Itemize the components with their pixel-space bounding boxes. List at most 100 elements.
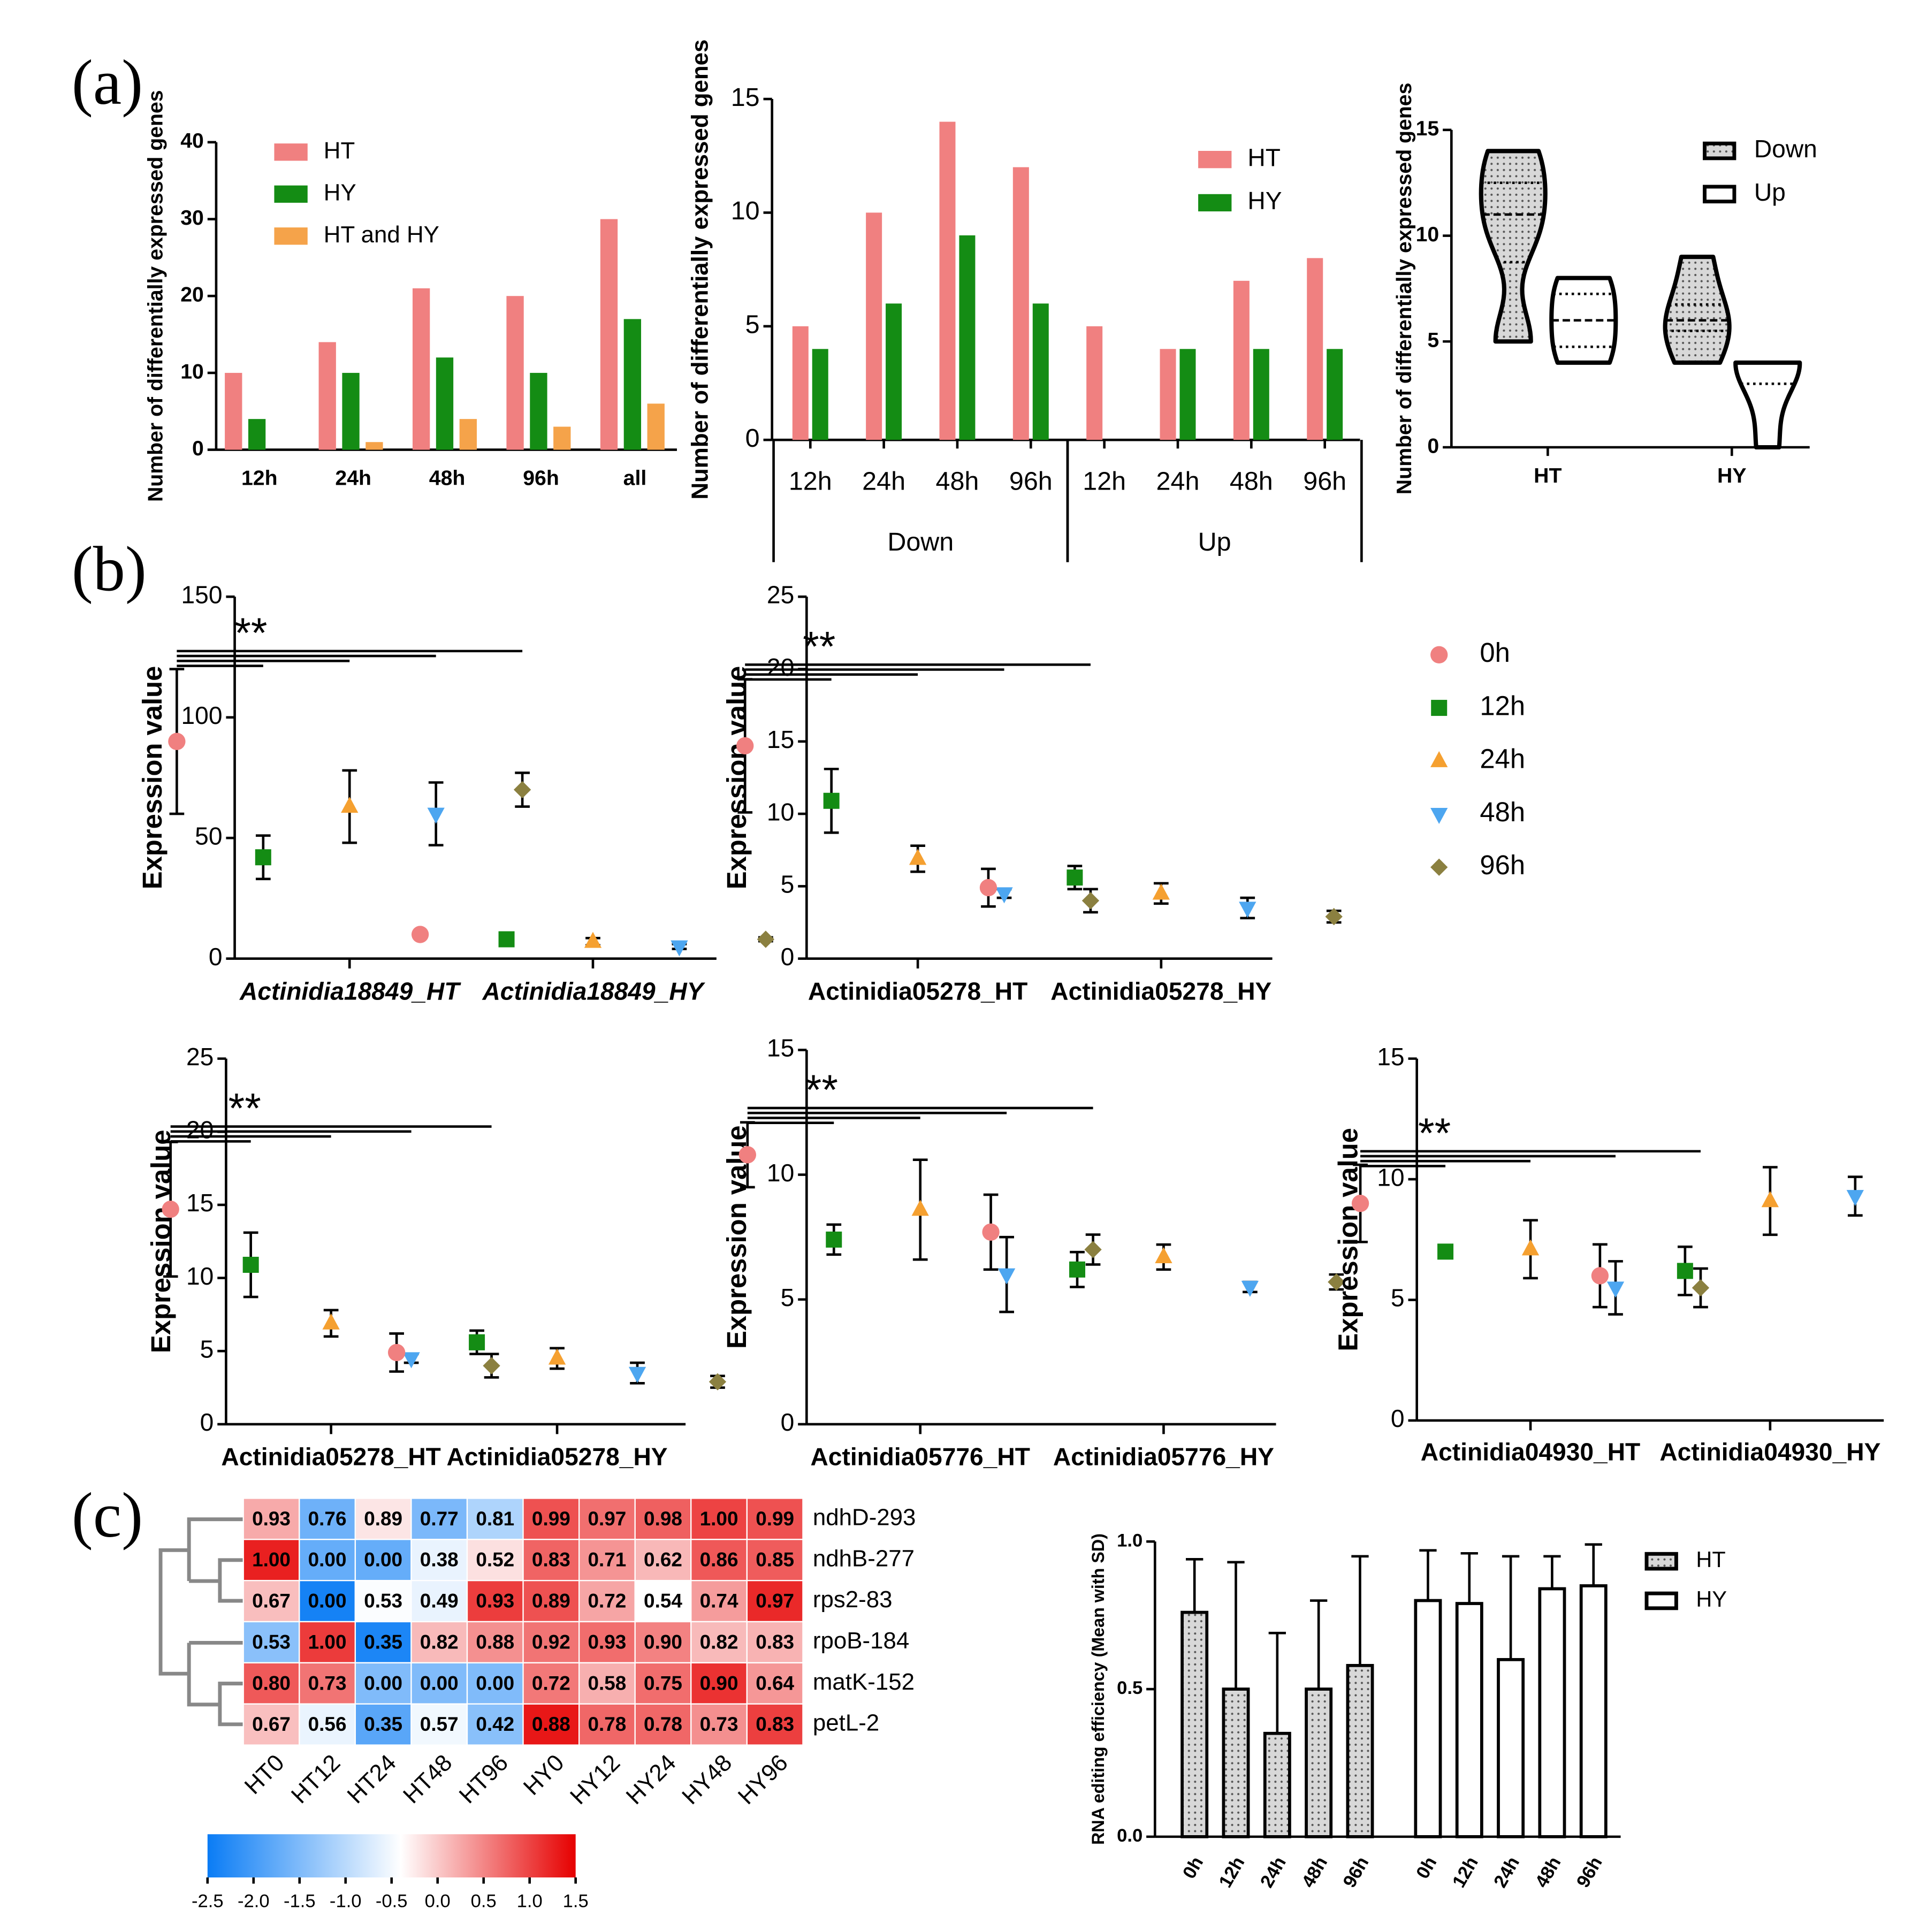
heatmap-cell (410, 1579, 468, 1623)
y-tick-label: 10 (180, 360, 204, 383)
heatmap-cell (634, 1579, 692, 1623)
x-tick-label: Actinidia04930_HY (1659, 1438, 1880, 1465)
marker (911, 1200, 929, 1216)
heatmap-cell (746, 1621, 804, 1664)
colorbar-tick-label: -2.0 (238, 1891, 270, 1911)
legend-swatch (1198, 151, 1232, 169)
y-tick-label: 15 (1377, 1043, 1404, 1071)
y-tick-label: 30 (180, 206, 204, 230)
y-tick-label: 20 (767, 653, 794, 681)
cell-label: 0.57 (420, 1713, 459, 1735)
heatmap-cell (690, 1539, 748, 1582)
marker (387, 1343, 406, 1362)
cell-label: 0.90 (644, 1631, 682, 1653)
y-tick-label: 100 (181, 701, 222, 729)
cell-label: 0.93 (476, 1590, 514, 1612)
marker (1241, 1280, 1259, 1297)
heatmap-cell (522, 1703, 580, 1746)
marker (997, 1268, 1016, 1285)
y-tick-label: 25 (186, 1043, 214, 1071)
x-tick-label: HY (1717, 464, 1747, 487)
bar (886, 303, 902, 440)
marker (736, 737, 754, 755)
marker (168, 732, 186, 751)
marker (982, 1223, 1000, 1241)
heatmap-cell (578, 1539, 636, 1582)
y-tick-label: 0 (1391, 1404, 1405, 1432)
x-tick-label: HT (1534, 464, 1562, 487)
cell-label: 0.35 (364, 1713, 402, 1735)
bar (959, 235, 976, 440)
row-label: rpoB-184 (813, 1628, 909, 1654)
legend-label: HY (1247, 187, 1282, 215)
x-tick-label: all (623, 466, 647, 490)
cell-label: 0.97 (588, 1508, 626, 1530)
panel-label: (c) (72, 1479, 143, 1551)
significance-label: ** (1418, 1110, 1451, 1157)
cell-label: 0.82 (700, 1631, 738, 1653)
heatmap-cell (354, 1621, 412, 1664)
marker (1431, 700, 1448, 716)
bar (1497, 1658, 1525, 1838)
cell-label: 0.64 (756, 1672, 794, 1694)
y-axis-label: Expression value (1332, 1128, 1363, 1351)
heatmap-cell (299, 1621, 356, 1664)
x-tick-label: 24h (335, 466, 371, 490)
y-tick-label: 5 (781, 870, 795, 898)
x-tick-label: Actinidia05278_HY (1050, 977, 1271, 1005)
cell-label: 0.76 (308, 1508, 347, 1530)
cell-label: 0.52 (476, 1549, 514, 1571)
legend-swatch (274, 227, 308, 245)
dendrogram (158, 1517, 243, 1727)
cell-label: 0.93 (252, 1508, 291, 1530)
y-tick-label: 5 (781, 1284, 795, 1311)
x-tick-label: 96h (523, 466, 559, 490)
marker (671, 940, 688, 957)
colorbar-tick-label: 0.0 (425, 1891, 451, 1911)
y-tick-label: 0 (192, 437, 204, 460)
marker (1437, 1243, 1454, 1260)
y-tick-label: 10 (767, 798, 794, 826)
legend-label: Up (1754, 178, 1786, 206)
y-tick-label: 0.0 (1117, 1826, 1143, 1846)
cell-label: 0.92 (532, 1631, 570, 1653)
bar (530, 372, 547, 450)
significance-label: ** (229, 1085, 261, 1132)
x-tick-label: Actinidia05278_HT (221, 1443, 440, 1471)
x-tick-label: Actinidia05278_HY (447, 1443, 668, 1471)
bar (1455, 1602, 1483, 1838)
bar (225, 372, 242, 450)
marker (427, 807, 445, 824)
marker (823, 792, 840, 809)
bar (623, 319, 642, 450)
marker (628, 1366, 646, 1383)
bar (342, 372, 360, 450)
y-tick-label: 50 (195, 822, 222, 850)
colorbar-tick-label: 0.5 (471, 1891, 497, 1911)
colorbar-tick-label: -1.0 (330, 1891, 362, 1911)
colorbar-tick-label: -2.5 (192, 1891, 224, 1911)
legend-swatch (1703, 141, 1736, 161)
x-tick-label: Actinidia18849_HY (482, 977, 705, 1005)
marker (738, 1146, 757, 1164)
cell-label: 0.98 (644, 1508, 682, 1530)
cell-label: 0.77 (420, 1508, 459, 1530)
y-axis-label: RNA editing efficiency (Mean with SD) (1088, 1533, 1108, 1845)
row-label: petL-2 (813, 1710, 879, 1736)
cell-label: 0.99 (756, 1508, 794, 1530)
violin (1549, 276, 1618, 365)
bar (1180, 1610, 1209, 1838)
colorbar-tick-label: 1.5 (563, 1891, 589, 1911)
marker (1069, 1261, 1086, 1278)
marker (979, 879, 997, 897)
cell-label: 0.67 (252, 1713, 291, 1735)
x-tick-label: Actinidia05776_HT (810, 1443, 1030, 1471)
legend-label: HT and HY (324, 222, 439, 248)
y-tick-label: 5 (1427, 329, 1439, 352)
y-tick-label: 0 (745, 424, 760, 453)
y-tick-label: 5 (200, 1335, 214, 1363)
x-tick-label: 96h (1009, 467, 1053, 496)
bar (866, 212, 882, 440)
bar (1012, 167, 1029, 440)
cell-label: 1.00 (700, 1508, 738, 1530)
